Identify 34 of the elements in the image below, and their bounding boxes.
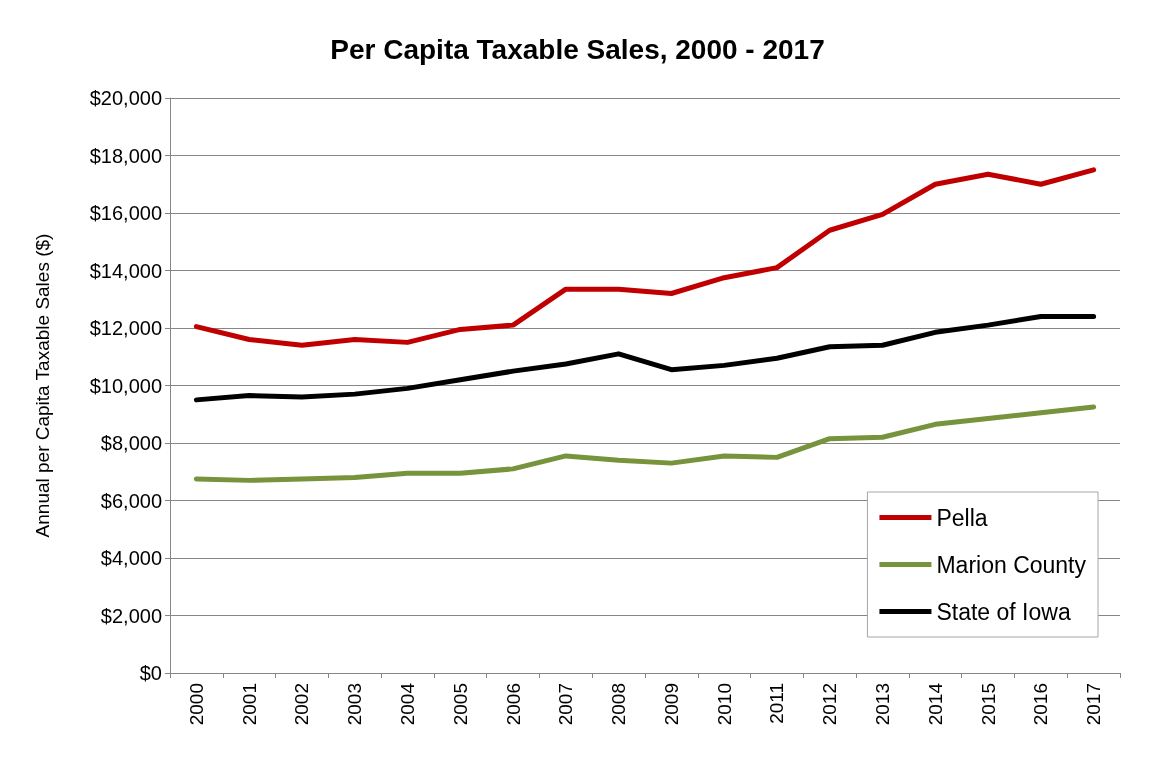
- x-tick-label: 2016: [1030, 683, 1052, 726]
- y-tick-label: $14,000: [89, 259, 162, 282]
- x-tick-label: 2001: [238, 683, 260, 726]
- x-tick-label: 2013: [872, 683, 893, 726]
- y-axis-title: Annual per Capita Taxable Sales ($): [32, 233, 53, 538]
- y-tick-label: $16,000: [89, 202, 162, 224]
- x-tick-label: 2005: [449, 683, 471, 726]
- y-tick-label: $8,000: [100, 432, 162, 454]
- x-tick-label: 2015: [977, 683, 999, 726]
- y-tick-label: $2,000: [100, 604, 162, 627]
- y-tick-label: $12,000: [89, 317, 162, 339]
- y-tick-label: $6,000: [100, 489, 162, 512]
- y-tick-label: $0: [139, 662, 162, 684]
- x-tick-label: 2000: [185, 683, 207, 726]
- legend-label: Marion County: [936, 551, 1087, 578]
- y-tick-label: $18,000: [89, 144, 162, 167]
- x-tick-label: 2017: [1083, 683, 1105, 726]
- x-tick-label: 2007: [555, 683, 577, 726]
- legend-label: State of Iowa: [936, 598, 1071, 625]
- x-tick-label: 2012: [819, 683, 841, 726]
- x-tick-label: 2011: [766, 683, 788, 724]
- y-tick-label: $10,000: [89, 374, 162, 397]
- x-tick-label: 2009: [660, 683, 682, 726]
- x-tick-label: 2014: [924, 682, 946, 726]
- y-tick-label: $20,000: [89, 87, 162, 109]
- y-tick-label: $4,000: [100, 547, 162, 569]
- chart-title: Per Capita Taxable Sales, 2000 - 2017: [330, 33, 825, 65]
- x-tick-label: 2004: [397, 682, 418, 726]
- x-tick-label: 2006: [502, 683, 524, 726]
- x-tick-label: 2010: [713, 683, 735, 726]
- x-tick-label: 2008: [608, 683, 630, 726]
- x-tick-label: 2003: [344, 683, 366, 726]
- x-tick-label: 2002: [291, 683, 313, 726]
- legend-label: Pella: [936, 504, 988, 531]
